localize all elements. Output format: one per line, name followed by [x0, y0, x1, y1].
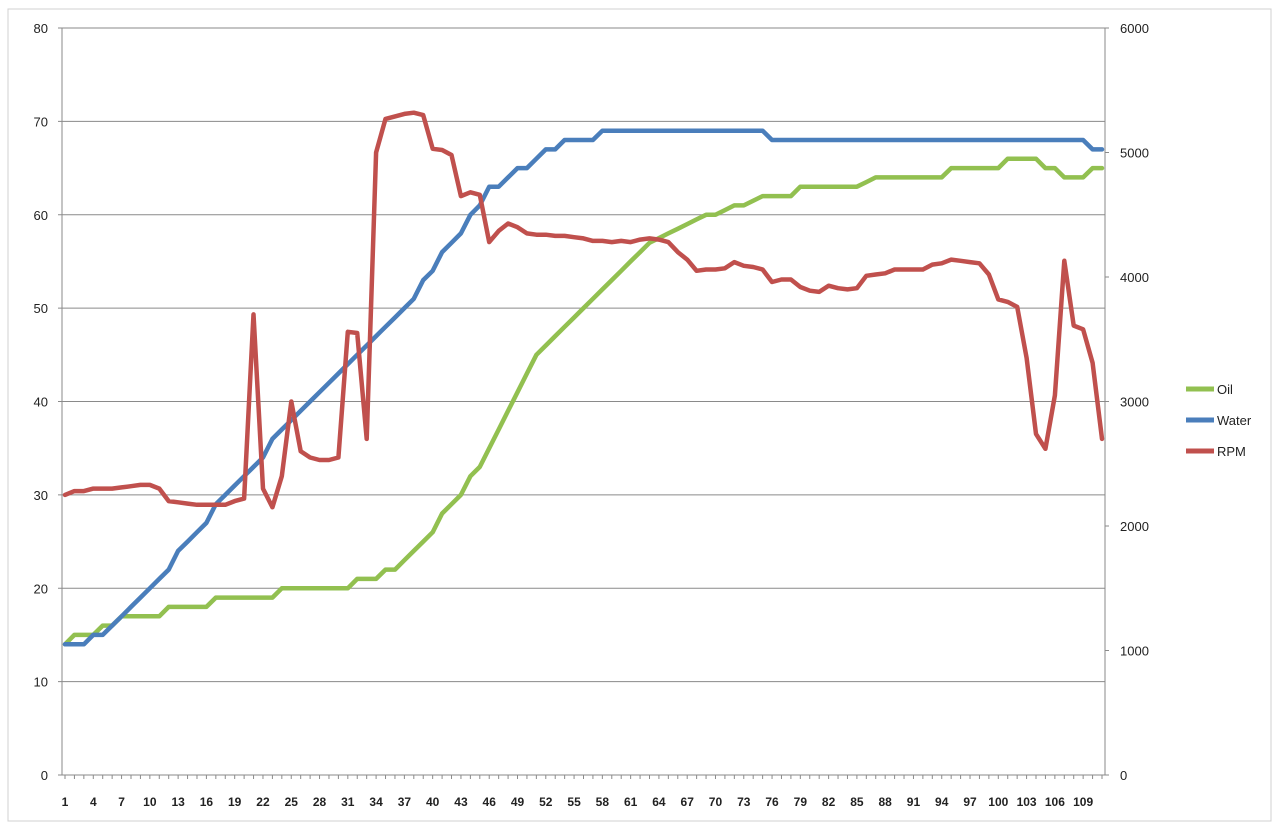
y-right-tick-label: 0 [1120, 768, 1127, 783]
x-tick-label: 106 [1045, 795, 1065, 809]
y-right-tick-label: 2000 [1120, 519, 1149, 534]
x-tick-label: 25 [285, 795, 299, 809]
x-tick-label: 37 [398, 795, 412, 809]
legend-label-rpm: RPM [1217, 444, 1246, 459]
x-tick-label: 31 [341, 795, 355, 809]
x-tick-label: 94 [935, 795, 949, 809]
y-right-tick-label: 1000 [1120, 644, 1149, 659]
x-tick-label: 64 [652, 795, 666, 809]
x-tick-label: 40 [426, 795, 440, 809]
y-left-tick-label: 50 [34, 301, 48, 316]
legend-label-water: Water [1217, 413, 1252, 428]
x-tick-label: 88 [878, 795, 892, 809]
y-left-tick-label: 80 [34, 21, 48, 36]
x-tick-label: 70 [709, 795, 723, 809]
x-tick-label: 19 [228, 795, 242, 809]
x-tick-label: 16 [200, 795, 214, 809]
x-tick-label: 82 [822, 795, 836, 809]
x-tick-label: 34 [369, 795, 383, 809]
x-tick-label: 103 [1017, 795, 1037, 809]
x-tick-label: 97 [963, 795, 977, 809]
y-left-tick-label: 0 [41, 768, 48, 783]
y-left-tick-label: 20 [34, 581, 48, 596]
y-left-tick-label: 40 [34, 395, 48, 410]
x-tick-label: 43 [454, 795, 468, 809]
x-tick-label: 79 [794, 795, 808, 809]
x-tick-label: 58 [596, 795, 610, 809]
y-left-tick-label: 30 [34, 488, 48, 503]
y-right-tick-label: 6000 [1120, 21, 1149, 36]
y-right-tick-label: 3000 [1120, 395, 1149, 410]
x-tick-label: 4 [90, 795, 97, 809]
x-tick-label: 91 [907, 795, 921, 809]
x-tick-label: 49 [511, 795, 525, 809]
x-tick-label: 1 [62, 795, 69, 809]
x-tick-label: 76 [765, 795, 779, 809]
y-right-tick-label: 5000 [1120, 146, 1149, 161]
x-tick-label: 46 [483, 795, 497, 809]
x-tick-label: 109 [1073, 795, 1093, 809]
x-tick-label: 22 [256, 795, 270, 809]
x-tick-label: 61 [624, 795, 638, 809]
x-tick-label: 7 [118, 795, 125, 809]
y-left-tick-label: 60 [34, 208, 48, 223]
y-right-tick-label: 4000 [1120, 270, 1149, 285]
x-tick-label: 28 [313, 795, 327, 809]
x-tick-label: 85 [850, 795, 864, 809]
x-tick-label: 13 [171, 795, 185, 809]
x-tick-label: 100 [988, 795, 1008, 809]
x-tick-label: 52 [539, 795, 553, 809]
x-tick-label: 10 [143, 795, 157, 809]
x-tick-label: 73 [737, 795, 751, 809]
legend-label-oil: Oil [1217, 382, 1233, 397]
x-tick-label: 55 [567, 795, 581, 809]
y-left-tick-label: 10 [34, 675, 48, 690]
x-tick-label: 67 [681, 795, 695, 809]
y-left-tick-label: 70 [34, 114, 48, 129]
